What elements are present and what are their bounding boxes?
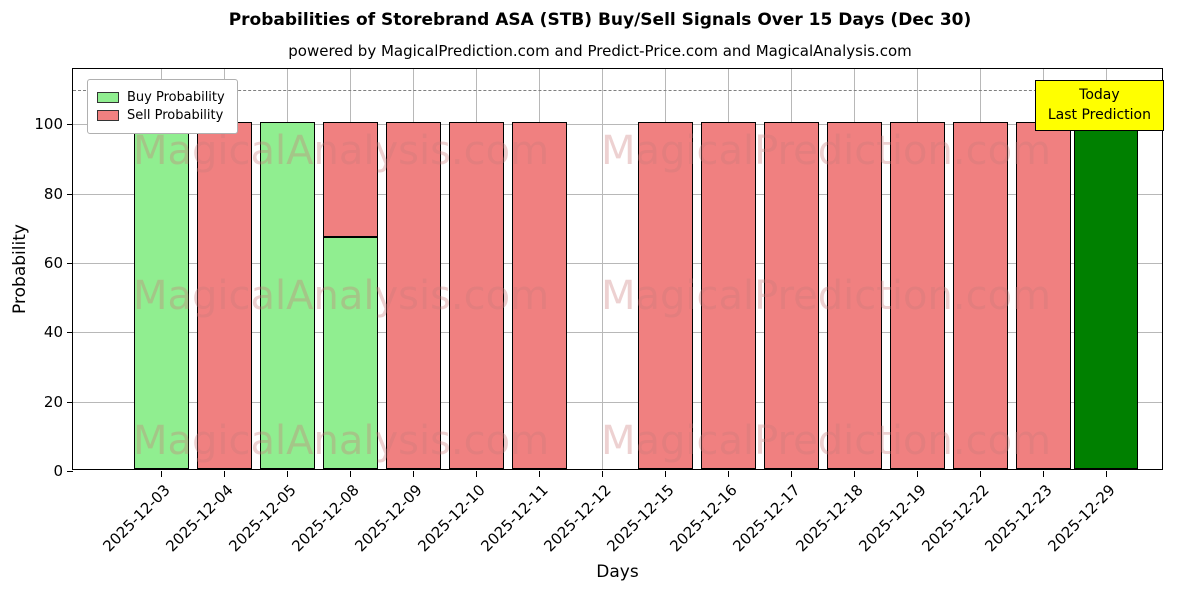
h-gridline <box>73 401 1162 403</box>
legend-label: Buy Probability <box>127 90 225 105</box>
y-tick-mark <box>67 124 73 126</box>
chart-title: Probabilities of Storebrand ASA (STB) Bu… <box>228 10 972 30</box>
legend: Buy Probability Sell Probability <box>87 79 238 134</box>
x-tick-mark <box>728 471 729 477</box>
x-tick-label: 2025-12-12 <box>540 481 615 556</box>
bar-segment <box>323 236 378 469</box>
x-tick-label: 2025-12-23 <box>981 481 1056 556</box>
bar-segment <box>953 122 1008 469</box>
bar-segment <box>512 122 567 469</box>
today-annotation-line1: Today <box>1079 87 1120 103</box>
x-tick-label: 2025-12-08 <box>288 481 363 556</box>
y-axis-label: Probability <box>10 224 30 314</box>
today-annotation: Today Last Prediction <box>1034 80 1164 131</box>
x-tick-label: 2025-12-09 <box>351 481 426 556</box>
bar-segment <box>827 122 882 469</box>
x-tick-label: 2025-12-04 <box>162 481 237 556</box>
bar-segment <box>1016 122 1071 469</box>
x-tick-label: 2025-12-05 <box>225 481 300 556</box>
bar-segment <box>1074 122 1138 469</box>
x-tick-mark <box>350 471 351 477</box>
x-tick-label: 2025-12-03 <box>99 481 174 556</box>
x-axis-label: Days <box>596 562 639 582</box>
bar-segment <box>449 122 504 469</box>
x-tick-mark <box>413 471 414 477</box>
legend-item-sell: Sell Probability <box>97 108 225 123</box>
h-gridline <box>73 124 1162 126</box>
bar-segment <box>638 122 693 469</box>
x-tick-mark <box>1106 471 1107 477</box>
legend-label: Sell Probability <box>127 108 224 123</box>
x-tick-label: 2025-12-18 <box>792 481 867 556</box>
bar-segment <box>890 122 945 469</box>
x-tick-mark <box>980 471 981 477</box>
x-tick-mark <box>224 471 225 477</box>
legend-item-buy: Buy Probability <box>97 90 225 105</box>
chart-subtitle: powered by MagicalPrediction.com and Pre… <box>288 42 912 60</box>
plot-area: Buy Probability Sell Probability Today L… <box>34 68 1164 555</box>
h-gridline <box>73 263 1162 265</box>
y-tick-mark <box>67 193 73 195</box>
h-gridline <box>73 332 1162 334</box>
y-tick-label: 80 <box>43 184 63 203</box>
v-gridline <box>602 69 603 469</box>
x-tick-mark <box>791 471 792 477</box>
bar-segment <box>197 122 252 469</box>
x-tick-mark <box>161 471 162 477</box>
x-tick-mark <box>287 471 288 477</box>
x-tick-mark <box>1043 471 1044 477</box>
x-tick-label: 2025-12-10 <box>414 481 489 556</box>
x-tick-label: 2025-12-17 <box>729 481 804 556</box>
x-tick-label: 2025-12-29 <box>1044 481 1119 556</box>
bar-segment <box>323 122 378 237</box>
threshold-dashed-line <box>73 89 1162 91</box>
x-tick-mark <box>539 471 540 477</box>
x-tick-mark <box>917 471 918 477</box>
x-tick-label: 2025-12-15 <box>603 481 678 556</box>
y-tick-mark <box>67 332 73 334</box>
legend-swatch <box>97 92 119 103</box>
y-tick-mark <box>67 401 73 403</box>
x-tick-mark <box>854 471 855 477</box>
x-tick-mark <box>602 471 603 477</box>
bar-segment <box>134 122 189 469</box>
y-tick-label: 60 <box>43 254 63 273</box>
x-tick-mark <box>476 471 477 477</box>
today-annotation-line2: Last Prediction <box>1047 107 1151 124</box>
h-gridline <box>73 193 1162 195</box>
x-tick-label: 2025-12-19 <box>855 481 930 556</box>
x-tick-label: 2025-12-11 <box>477 481 552 556</box>
y-tick-label: 0 <box>53 462 63 480</box>
y-tick-mark <box>67 263 73 265</box>
y-tick-label: 20 <box>43 392 63 411</box>
x-tick-label: 2025-12-16 <box>666 481 741 556</box>
bar-segment <box>260 122 315 469</box>
bar-segment <box>701 122 756 469</box>
bar-segment <box>764 122 819 469</box>
y-tick-label: 100 <box>34 115 63 134</box>
legend-swatch <box>97 110 119 121</box>
y-tick-label: 40 <box>43 323 63 342</box>
x-tick-label: 2025-12-22 <box>918 481 993 556</box>
x-tick-mark <box>665 471 666 477</box>
bar-segment <box>386 122 441 469</box>
y-tick-mark <box>67 471 73 472</box>
